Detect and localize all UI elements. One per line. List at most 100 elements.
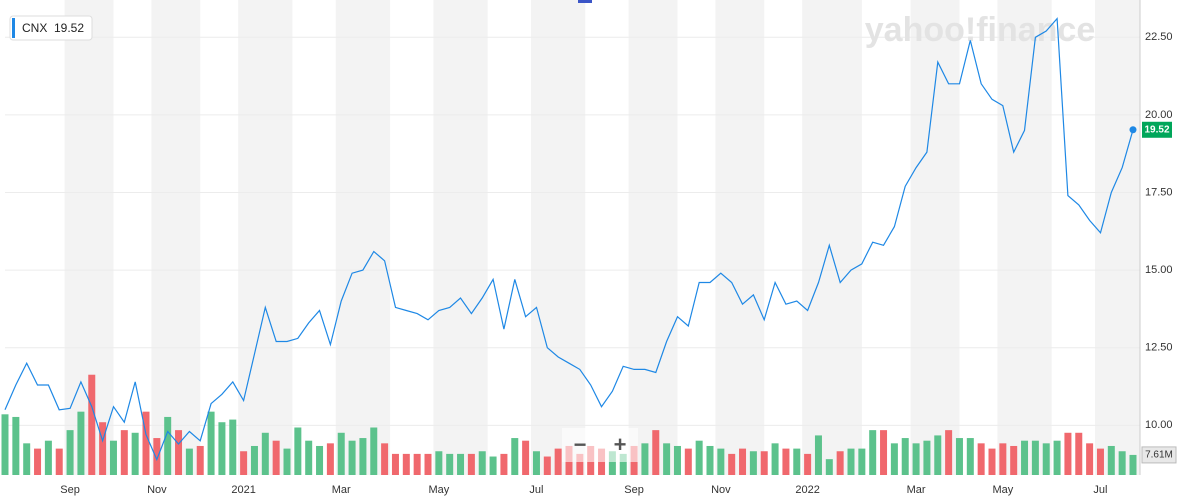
volume-bar bbox=[229, 419, 237, 475]
volume-bar bbox=[1010, 445, 1018, 475]
volume-bar bbox=[814, 435, 822, 475]
volume-bar bbox=[348, 440, 356, 475]
volume-bar bbox=[240, 451, 248, 475]
volume-bar bbox=[55, 448, 63, 475]
month-band bbox=[802, 0, 862, 475]
volume-bar bbox=[999, 443, 1007, 475]
volume-bar bbox=[684, 448, 692, 475]
y-tick-label: 22.50 bbox=[1145, 31, 1173, 43]
volume-bar bbox=[175, 430, 183, 475]
last-price-box bbox=[1142, 121, 1172, 138]
volume-bar bbox=[164, 416, 172, 475]
volume-bar bbox=[1064, 432, 1072, 475]
volume bbox=[1, 374, 1137, 475]
volume-bar bbox=[153, 438, 161, 475]
month-band bbox=[531, 0, 586, 475]
y-tick-label: 20.00 bbox=[1145, 109, 1173, 121]
volume-bar bbox=[825, 459, 833, 475]
volume-bar bbox=[901, 438, 909, 475]
volume-bar bbox=[261, 432, 269, 475]
volume-bar bbox=[554, 448, 562, 475]
volume-bar bbox=[695, 440, 703, 475]
month-band bbox=[433, 0, 488, 475]
volume-bar bbox=[34, 448, 42, 475]
volume-bar bbox=[185, 448, 193, 475]
volume-bar bbox=[1118, 451, 1126, 475]
volume-bar bbox=[337, 432, 345, 475]
volume-bar bbox=[1042, 443, 1050, 475]
y-tick-label: 10.00 bbox=[1145, 419, 1173, 431]
range-handle[interactable] bbox=[578, 0, 592, 3]
zoom-out[interactable]: − bbox=[574, 432, 587, 457]
volume-bar bbox=[316, 445, 324, 475]
x-tick-label: Jul bbox=[1093, 484, 1107, 496]
volume-label-box bbox=[1141, 446, 1177, 464]
volume-bar bbox=[880, 430, 888, 475]
volume-bar bbox=[457, 453, 465, 475]
volume-bar bbox=[847, 448, 855, 475]
month-band bbox=[997, 0, 1052, 475]
volume-bar bbox=[945, 430, 953, 475]
month-band bbox=[335, 0, 391, 475]
volume-bar bbox=[988, 448, 996, 475]
volume-bar bbox=[652, 430, 660, 475]
month-band bbox=[1095, 0, 1140, 475]
volume-bar bbox=[272, 440, 280, 475]
zoom-in[interactable]: + bbox=[614, 432, 627, 457]
volume-bar bbox=[435, 451, 443, 475]
x-tick-label: Sep bbox=[60, 484, 80, 496]
volume-bar bbox=[532, 451, 540, 475]
volume-bar bbox=[608, 451, 616, 475]
volume-bar bbox=[424, 453, 432, 475]
volume-bar bbox=[99, 422, 107, 475]
x-tick-label: Mar bbox=[332, 484, 351, 496]
volume-bar bbox=[869, 430, 877, 475]
volume-bar bbox=[120, 430, 128, 475]
volume-bar bbox=[912, 443, 920, 475]
volume-bar bbox=[977, 443, 985, 475]
volume-bar bbox=[1107, 445, 1115, 475]
volume-bar bbox=[619, 453, 627, 475]
month-bands bbox=[64, 0, 1140, 475]
volume-bar bbox=[576, 453, 584, 475]
volume-bar bbox=[294, 427, 302, 475]
month-band bbox=[151, 0, 201, 475]
volume-bar bbox=[305, 440, 313, 475]
price bbox=[4, 17, 1137, 462]
volume-bar bbox=[890, 443, 898, 475]
volume-bar bbox=[88, 374, 96, 475]
volume-bar bbox=[673, 445, 681, 475]
volume-bar bbox=[1129, 454, 1137, 475]
x-tick-label: Nov bbox=[711, 484, 731, 496]
month-band bbox=[715, 0, 765, 475]
volume-bar bbox=[836, 451, 844, 475]
volume-bar bbox=[641, 443, 649, 475]
volume-bar bbox=[391, 453, 399, 475]
month-band bbox=[628, 0, 678, 475]
volume-bar bbox=[142, 411, 150, 475]
volume-bar bbox=[109, 440, 117, 475]
volume-bar bbox=[66, 430, 74, 475]
volume-bar bbox=[381, 443, 389, 475]
last-point bbox=[1129, 126, 1137, 134]
volume-bar bbox=[1, 414, 9, 475]
x-tick-label: Mar bbox=[907, 484, 926, 496]
x-tick-label: May bbox=[992, 484, 1013, 496]
volume-bar bbox=[663, 443, 671, 475]
x-tick-label: Jul bbox=[529, 484, 543, 496]
volume-bar bbox=[1031, 440, 1039, 475]
volume-bar bbox=[934, 435, 942, 475]
volume-bar bbox=[23, 443, 31, 475]
month-band bbox=[910, 0, 960, 475]
y-tick-label: 15.00 bbox=[1145, 264, 1173, 276]
volume-bar bbox=[522, 440, 530, 475]
volume-bar bbox=[402, 453, 410, 475]
volume-bar bbox=[467, 453, 475, 475]
volume-bar bbox=[749, 451, 757, 475]
volume-bar bbox=[359, 438, 367, 475]
volume-bar bbox=[12, 416, 20, 475]
legend: CNX 19.52 bbox=[9, 15, 93, 41]
zoom-bg bbox=[562, 428, 638, 462]
volume-bar bbox=[760, 451, 768, 475]
